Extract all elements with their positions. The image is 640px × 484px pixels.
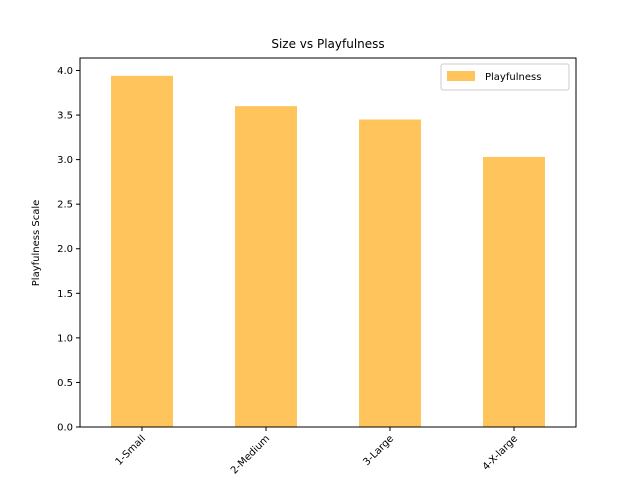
- x-axis: 1-Small 2-Medium 3-Large 4-X-large: [114, 427, 520, 476]
- y-tick-label: 3.0: [57, 155, 73, 166]
- y-axis: 0.0 0.5 1.0 1.5 2.0 2.5 3.0 3.5 4.0: [57, 66, 80, 434]
- plot-frame: [79, 57, 577, 428]
- x-tick-label: 4-X-large: [481, 433, 520, 472]
- y-tick-label: 2.5: [57, 200, 73, 211]
- legend-box: [440, 63, 570, 91]
- legend-label: Playfulness: [485, 72, 541, 83]
- bar-3-large: [359, 119, 421, 427]
- bars-group: [111, 75, 545, 428]
- y-tick-label: 3.5: [57, 111, 73, 122]
- bar-2-medium: [235, 106, 297, 427]
- y-tick-label: 1.5: [57, 289, 73, 300]
- x-tick-label: 3-Large: [361, 433, 396, 468]
- y-tick-label: 2.0: [57, 244, 73, 255]
- y-tick-label: 0.5: [57, 378, 73, 389]
- chart-title: Size vs Playfulness: [271, 37, 384, 51]
- bar-4-x-large: [483, 156, 545, 427]
- legend: Playfulness: [440, 63, 570, 91]
- y-axis-label: Playfulness Scale: [31, 200, 42, 286]
- y-tick-label: 4.0: [57, 66, 73, 77]
- x-tick-label: 2-Medium: [229, 433, 272, 476]
- y-tick-label: 0.0: [57, 423, 73, 434]
- legend-swatch: [447, 71, 475, 81]
- bar-1-small: [111, 75, 173, 428]
- x-tick-label: 1-Small: [114, 433, 148, 467]
- y-tick-label: 1.0: [57, 333, 73, 344]
